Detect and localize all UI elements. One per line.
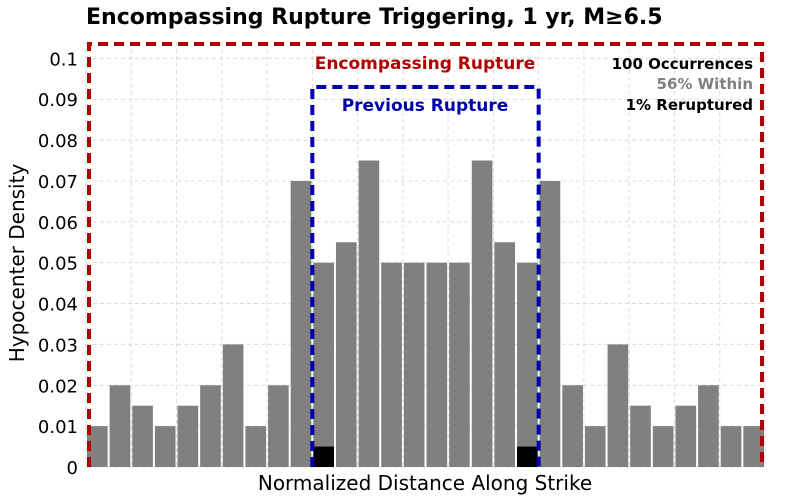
y-tick-label: 0.01 — [38, 417, 78, 438]
regions — [87, 42, 764, 467]
previous-rupture-label: Previous Rupture — [342, 96, 509, 116]
encompassing-rupture-label: Encompassing Rupture — [315, 54, 536, 74]
bar — [290, 180, 312, 467]
bar — [584, 426, 606, 467]
bar — [517, 262, 538, 467]
bar — [539, 180, 561, 467]
bar — [87, 426, 108, 467]
bar — [358, 160, 380, 467]
y-tick-label: 0.02 — [38, 376, 78, 397]
bar — [449, 262, 470, 467]
bar — [494, 242, 516, 467]
bar — [743, 426, 764, 467]
bar — [607, 344, 629, 467]
y-tick-label: 0.03 — [38, 335, 78, 356]
bar — [675, 405, 697, 467]
y-tick-label: 0.05 — [38, 254, 78, 275]
bars — [87, 160, 764, 467]
bar — [154, 426, 176, 467]
bar — [720, 426, 742, 467]
bar — [562, 385, 583, 467]
y-tick-label: 0.06 — [38, 213, 78, 234]
y-tick-label: 0.1 — [49, 49, 78, 70]
bar — [222, 344, 244, 467]
bar — [177, 405, 199, 467]
occurrences-text: 100 Occurrences — [612, 55, 753, 73]
y-tick-label: 0.09 — [38, 90, 78, 111]
encompassing-rupture-outline — [87, 42, 764, 467]
y-tick-label: 0.07 — [38, 172, 78, 193]
bar — [132, 405, 153, 467]
bar — [403, 262, 425, 467]
bar — [630, 405, 651, 467]
y-axis-label: Hypocenter Density — [5, 164, 29, 363]
bar — [245, 426, 267, 467]
bar — [381, 262, 402, 467]
bar — [335, 242, 357, 467]
y-tick-label: 0.08 — [38, 131, 78, 152]
y-tick-label: 0 — [67, 458, 78, 479]
x-axis-label: Normalized Distance Along Strike — [258, 471, 592, 495]
rerupture-bar — [313, 446, 334, 467]
y-tick-label: 0.04 — [38, 295, 78, 316]
within-text: 56% Within — [657, 75, 753, 93]
bar — [698, 385, 719, 467]
chart-title: Encompassing Rupture Triggering, 1 yr, M… — [86, 5, 663, 30]
y-ticks: 0 0.01 0.02 0.03 0.04 0.05 0.06 0.07 0.08 0.09 0.1 — [38, 49, 78, 479]
reruptured-text: 1% Reruptured — [626, 96, 753, 114]
bar — [426, 262, 448, 467]
bar — [200, 385, 221, 467]
rerupture-bar — [517, 446, 538, 467]
bar — [109, 385, 131, 467]
bar — [268, 385, 289, 467]
bar — [313, 262, 334, 467]
bar — [471, 160, 493, 467]
bar — [652, 426, 674, 467]
